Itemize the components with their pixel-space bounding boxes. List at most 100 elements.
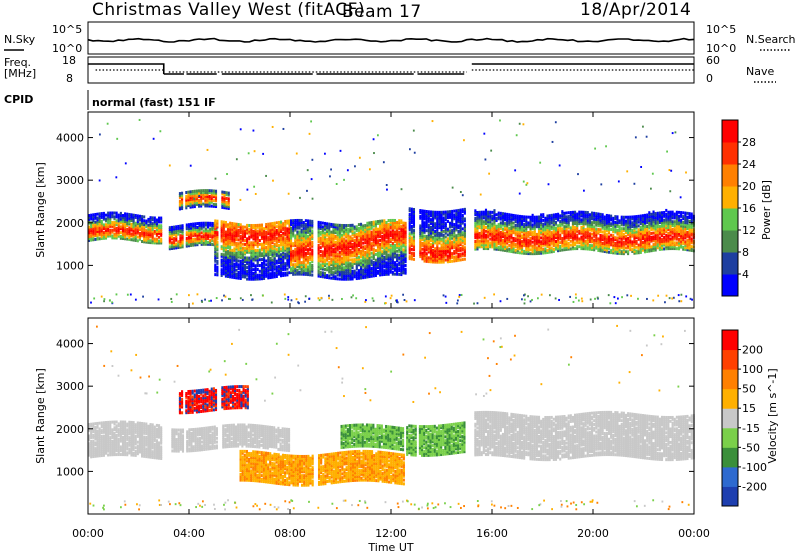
power-cell <box>463 228 466 232</box>
power-cell <box>132 223 135 227</box>
power-cell <box>130 213 133 217</box>
power-cell <box>518 251 521 255</box>
power-cell <box>370 263 373 267</box>
power-cell <box>506 216 509 220</box>
power-cell <box>432 210 435 214</box>
power-cell <box>107 217 110 221</box>
power-cell <box>92 230 95 234</box>
power-cell <box>546 241 549 245</box>
power-cell <box>455 218 458 222</box>
power-cell <box>544 243 547 247</box>
freq-frame <box>87 56 695 84</box>
power-cell <box>463 227 466 231</box>
power-cell <box>448 221 452 225</box>
power-cell <box>374 272 377 276</box>
power-cell <box>92 219 95 223</box>
power-cell <box>563 217 566 221</box>
power-cell <box>393 236 397 240</box>
power-cell <box>175 227 178 231</box>
power-cell <box>457 256 460 260</box>
power-cell <box>151 216 154 220</box>
power-cell <box>491 226 494 230</box>
power-cell <box>191 195 194 199</box>
power-cell <box>328 236 331 240</box>
power-cell <box>582 222 585 226</box>
power-cell <box>191 197 194 201</box>
power-cell <box>444 214 447 218</box>
power-cell <box>252 243 255 247</box>
power-cell <box>506 241 509 245</box>
power-cell <box>391 228 394 232</box>
power-cell <box>311 221 314 225</box>
power-cell <box>334 277 337 281</box>
power-cell <box>410 221 413 225</box>
power-cell <box>370 234 373 238</box>
power-cell <box>429 225 432 229</box>
power-cell <box>357 248 360 252</box>
power-cell <box>364 252 367 256</box>
power-cell <box>552 213 555 217</box>
power-cell <box>455 211 458 215</box>
power-cell <box>254 270 257 274</box>
power-cell <box>618 234 621 238</box>
power-cell <box>237 251 240 255</box>
power-cell <box>243 260 247 264</box>
power-cell <box>588 226 591 230</box>
power-cell <box>143 238 146 242</box>
power-cell <box>190 222 193 226</box>
power-cell <box>338 231 341 235</box>
power-cell <box>353 246 356 250</box>
power-cell <box>550 221 553 225</box>
power-cell <box>504 237 507 241</box>
power-cell <box>302 226 305 230</box>
power-cell <box>391 270 394 274</box>
power-cell <box>540 240 543 244</box>
power-cell <box>338 244 341 248</box>
power-cell <box>319 223 322 227</box>
power-cell <box>542 230 545 234</box>
power-cell <box>181 239 184 243</box>
power-cell <box>484 222 488 226</box>
power-cell <box>309 229 312 233</box>
power-cell <box>191 191 194 195</box>
power-cell <box>292 222 295 226</box>
power-cell <box>237 247 240 251</box>
power-cell <box>229 242 232 246</box>
power-cell <box>478 231 481 235</box>
power-cell <box>387 232 390 236</box>
power-cell <box>222 260 225 264</box>
power-cell <box>267 268 270 272</box>
power-cell <box>179 238 182 242</box>
power-cell <box>241 233 244 237</box>
power-cell <box>304 224 307 228</box>
power-cell <box>499 215 502 219</box>
power-cell <box>231 248 234 252</box>
power-cell <box>323 243 327 247</box>
power-cell <box>448 258 452 262</box>
power-cell <box>463 209 466 213</box>
power-cell <box>292 253 295 257</box>
power-cell <box>614 247 617 251</box>
power-cell <box>563 221 566 225</box>
power-cell <box>554 241 558 245</box>
power-cell <box>510 225 513 229</box>
power-cell <box>603 221 606 225</box>
power-cell <box>298 245 301 249</box>
power-cell <box>427 231 430 235</box>
power-cell <box>432 216 435 220</box>
power-cell <box>206 196 209 200</box>
power-cell <box>457 218 460 222</box>
power-cell <box>563 246 566 250</box>
power-cell <box>627 232 630 236</box>
power-cell <box>273 260 276 264</box>
power-cell <box>459 220 462 224</box>
power-cell <box>202 192 205 196</box>
power-cell <box>400 240 403 244</box>
power-cell <box>198 237 201 241</box>
power-cell <box>590 247 594 251</box>
power-cell <box>227 201 230 205</box>
power-cell <box>546 231 549 235</box>
power-cell <box>351 225 354 229</box>
power-cell <box>393 226 397 230</box>
power-cell <box>121 235 125 239</box>
